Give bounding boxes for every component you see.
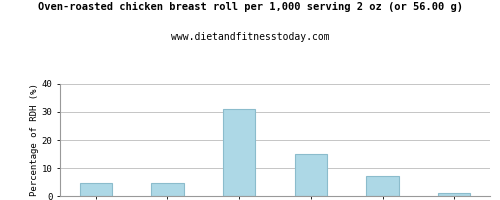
Bar: [438, 193, 470, 196]
Bar: [294, 154, 327, 196]
Bar: [366, 176, 398, 196]
Bar: [152, 183, 184, 196]
Text: www.dietandfitnesstoday.com: www.dietandfitnesstoday.com: [170, 32, 330, 42]
Bar: [80, 183, 112, 196]
Text: Oven-roasted chicken breast roll per 1,000 serving 2 oz (or 56.00 g): Oven-roasted chicken breast roll per 1,0…: [38, 2, 463, 12]
Bar: [223, 109, 256, 196]
Y-axis label: Percentage of RDH (%): Percentage of RDH (%): [30, 84, 39, 196]
